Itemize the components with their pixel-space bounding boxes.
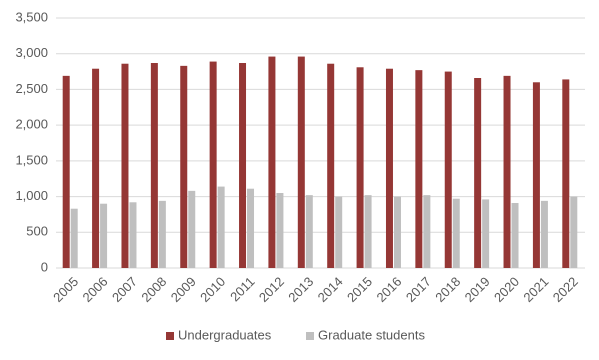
x-tick-label: 2017 xyxy=(403,274,434,305)
bar xyxy=(217,186,225,268)
x-tick-label: 2008 xyxy=(138,274,169,305)
bar xyxy=(188,190,196,268)
bar xyxy=(150,63,158,268)
bar xyxy=(562,79,570,268)
x-tick-label: 2006 xyxy=(80,274,111,305)
y-tick-label: 2,000 xyxy=(15,117,48,132)
bar xyxy=(511,203,519,268)
bar xyxy=(482,199,490,268)
y-tick-label: 2,500 xyxy=(15,81,48,96)
bar xyxy=(423,195,431,268)
y-tick-label: 1,000 xyxy=(15,188,48,203)
x-tick-label: 2010 xyxy=(197,274,228,305)
bar xyxy=(503,75,511,268)
x-tick-label: 2018 xyxy=(432,274,463,305)
bar xyxy=(393,196,401,268)
bar xyxy=(247,188,255,268)
bar xyxy=(540,200,548,268)
x-tick-label: 2014 xyxy=(315,274,346,305)
x-tick-label: 2020 xyxy=(491,274,522,305)
bar xyxy=(62,75,70,268)
bar xyxy=(100,203,108,268)
bar xyxy=(129,202,137,268)
bar xyxy=(385,68,393,268)
x-tick-label: 2007 xyxy=(109,274,140,305)
bar xyxy=(70,208,78,268)
bar xyxy=(474,78,482,268)
bar xyxy=(327,63,335,268)
x-tick-label: 2021 xyxy=(520,274,551,305)
x-tick-label: 2012 xyxy=(256,274,287,305)
legend-label: Graduate students xyxy=(318,327,425,342)
bar xyxy=(180,65,188,268)
legend-label: Undergraduates xyxy=(178,327,272,342)
bar xyxy=(268,56,276,269)
y-tick-label: 0 xyxy=(41,259,48,274)
bar xyxy=(356,67,364,269)
bar xyxy=(532,82,540,269)
bar xyxy=(297,56,305,269)
bar xyxy=(158,200,166,268)
x-tick-label: 2016 xyxy=(373,274,404,305)
legend-swatch xyxy=(306,332,314,340)
legend-swatch xyxy=(166,332,174,340)
bar xyxy=(364,195,372,268)
bar xyxy=(452,198,460,268)
y-tick-label: 500 xyxy=(26,224,48,239)
y-tick-label: 1,500 xyxy=(15,152,48,167)
x-tick-label: 2011 xyxy=(227,274,257,304)
x-tick-label: 2009 xyxy=(168,274,199,305)
x-tick-label: 2022 xyxy=(550,274,581,305)
x-tick-label: 2013 xyxy=(285,274,316,305)
bar xyxy=(335,196,343,268)
x-tick-label: 2019 xyxy=(462,274,493,305)
bar xyxy=(209,61,217,269)
bar xyxy=(570,196,578,268)
bar xyxy=(92,68,100,268)
bar xyxy=(305,195,313,268)
bar xyxy=(444,71,452,268)
bar xyxy=(121,63,129,268)
y-tick-label: 3,500 xyxy=(15,9,48,24)
x-tick-label: 2005 xyxy=(50,274,81,305)
bar xyxy=(239,63,247,268)
bar xyxy=(276,193,284,268)
bar xyxy=(415,70,423,269)
y-tick-label: 3,000 xyxy=(15,45,48,60)
x-tick-label: 2015 xyxy=(344,274,375,305)
